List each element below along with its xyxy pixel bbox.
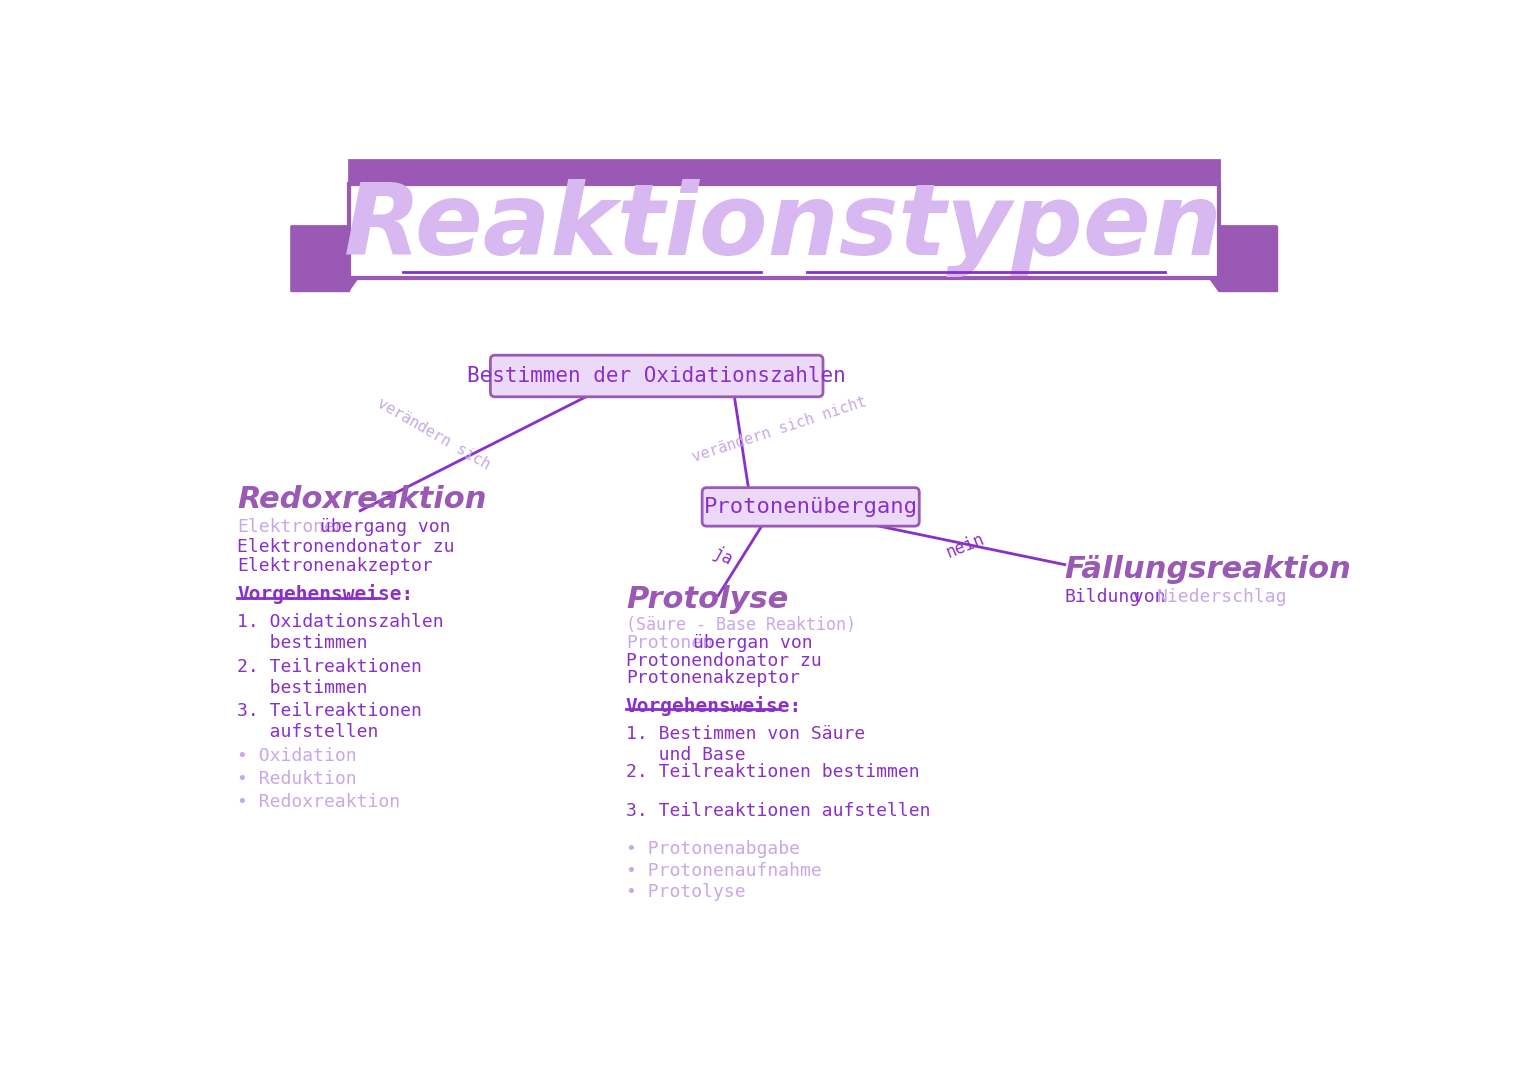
Text: Elektronen: Elektronen (237, 518, 345, 537)
Text: Protonenakzeptor: Protonenakzeptor (626, 670, 800, 687)
Text: übergan von: übergan von (693, 634, 812, 652)
Text: Reaktionstypen: Reaktionstypen (344, 179, 1223, 278)
Text: • Protolyse: • Protolyse (626, 883, 745, 902)
Text: Protolyse: Protolyse (626, 585, 788, 615)
Text: Protonenübergang: Protonenübergang (704, 497, 918, 517)
Text: Protonendonator zu: Protonendonator zu (626, 651, 822, 670)
Text: übergang von: übergang von (321, 518, 450, 537)
Text: Vorgehensweise:: Vorgehensweise: (626, 696, 802, 716)
Text: Elektronenakzeptor: Elektronenakzeptor (237, 557, 432, 575)
Text: (Säure - Base Reaktion): (Säure - Base Reaktion) (626, 617, 857, 634)
Bar (348, 161, 1219, 184)
Text: nein: nein (942, 529, 986, 562)
Text: Vorgehensweise:: Vorgehensweise: (237, 584, 414, 604)
Bar (348, 161, 1219, 184)
Text: Fällungsreaktion: Fällungsreaktion (1064, 555, 1351, 583)
Text: • Protonenabgabe: • Protonenabgabe (626, 840, 800, 859)
Text: • Oxidation: • Oxidation (237, 747, 357, 765)
Text: Bildung: Bildung (1064, 588, 1141, 606)
Text: verändern sich: verändern sich (374, 395, 493, 472)
Polygon shape (1196, 226, 1277, 292)
Text: 3. Teilreaktionen aufstellen: 3. Teilreaktionen aufstellen (626, 801, 930, 820)
Text: 2. Teilreaktionen
   bestimmen: 2. Teilreaktionen bestimmen (237, 658, 421, 697)
Polygon shape (292, 226, 371, 292)
Text: 1. Oxidationszahlen
   bestimmen: 1. Oxidationszahlen bestimmen (237, 613, 444, 652)
Text: Protonen: Protonen (626, 634, 713, 652)
Text: 2. Teilreaktionen bestimmen: 2. Teilreaktionen bestimmen (626, 764, 919, 781)
Polygon shape (292, 226, 348, 292)
Text: verändern sich nicht: verändern sich nicht (690, 394, 869, 465)
Text: • Redoxreaktion: • Redoxreaktion (237, 794, 400, 811)
Text: • Reduktion: • Reduktion (237, 770, 357, 788)
Text: 3. Teilreaktionen
   aufstellen: 3. Teilreaktionen aufstellen (237, 702, 421, 741)
Text: ja: ja (709, 544, 734, 569)
Text: 1. Bestimmen von Säure
   und Base: 1. Bestimmen von Säure und Base (626, 725, 866, 764)
FancyBboxPatch shape (490, 355, 823, 396)
Text: Niederschlag: Niederschlag (1157, 588, 1287, 606)
Text: von: von (1122, 588, 1176, 606)
Text: Redoxreaktion: Redoxreaktion (237, 485, 487, 514)
FancyBboxPatch shape (702, 488, 919, 526)
Text: Bestimmen der Oxidationszahlen: Bestimmen der Oxidationszahlen (467, 366, 846, 386)
Text: Elektronendonator zu: Elektronendonator zu (237, 538, 455, 556)
Polygon shape (1219, 226, 1277, 292)
Text: • Protonenaufnahme: • Protonenaufnahme (626, 862, 822, 880)
Bar (348, 184, 1219, 279)
